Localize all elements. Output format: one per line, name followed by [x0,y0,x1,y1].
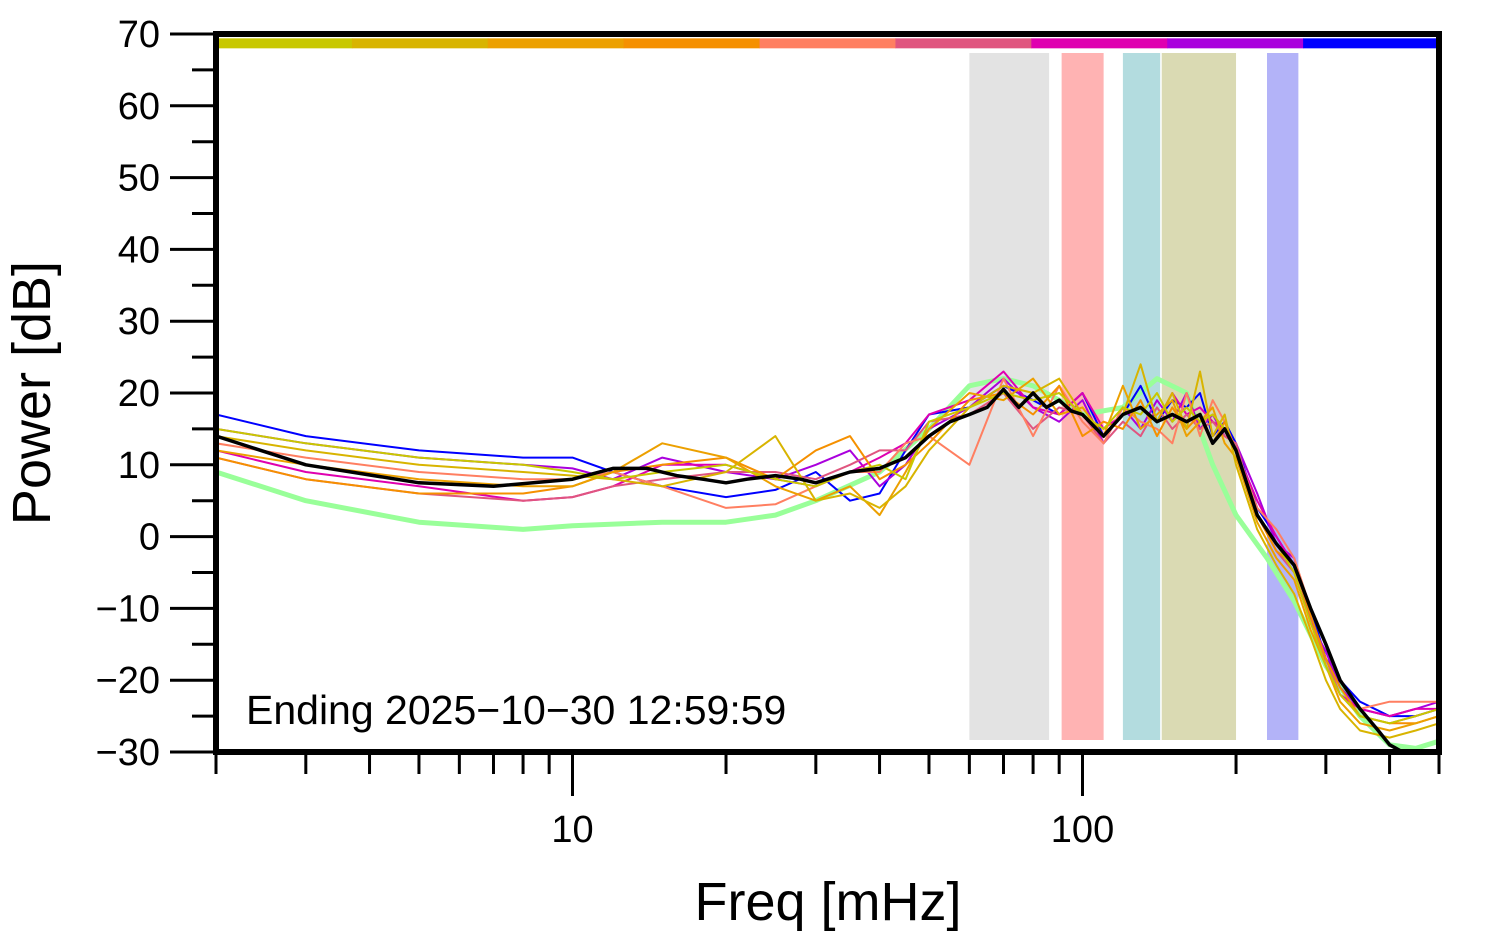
spectrum-series [216,363,1439,752]
plot-frame [213,31,1442,755]
y-tick-label: −10 [96,588,160,630]
y-tick-label: −20 [96,660,160,702]
time-bar-segment-4 [623,38,761,49]
annotation-ending-time: Ending 2025−10−30 12:59:59 [246,687,786,733]
series-line-7 [216,384,1439,725]
series-line-3 [216,377,1439,718]
time-bar-segment-6 [895,38,1032,49]
time-bar-segment-2 [351,38,489,49]
band-2 [1061,53,1104,740]
time-bar-segment-7 [1031,38,1168,49]
y-axis-label: Power [dB] [2,261,62,525]
time-bar-segment-8 [1167,38,1304,49]
frequency-bands [969,53,1299,740]
time-bar-segment-5 [759,38,896,49]
x-tick-label: 10 [551,809,593,851]
series-line-2 [216,384,1439,718]
y-tick-label: −30 [96,732,160,774]
series-line-10 [216,392,1439,725]
y-tick-label: 0 [139,517,160,559]
y-tick-label: 50 [118,158,160,200]
series-line-11 [216,387,1407,752]
y-tick-label: 20 [118,373,160,415]
y-axis: 70 60 50 40 30 20 10 0 −10 −20 −30 [96,14,216,774]
time-color-bar [216,38,1439,49]
y-tick-label: 40 [118,229,160,271]
x-tick-label: 100 [1051,809,1114,851]
band-5 [1266,53,1299,740]
time-bar-segment-1 [216,38,353,49]
y-tick-label: 60 [118,86,160,128]
series-line-5 [216,392,1439,725]
time-bar-segment-9 [1303,38,1439,49]
y-tick-label: 30 [118,301,160,343]
series-line-8 [216,377,1439,732]
y-tick-label: 10 [118,445,160,487]
x-axis-label: Freq [mHz] [694,872,961,932]
x-axis: 10 100 [214,752,1441,851]
series-line-9 [216,363,1439,739]
time-bar-segment-3 [487,38,625,49]
y-tick-label: 70 [118,14,160,56]
